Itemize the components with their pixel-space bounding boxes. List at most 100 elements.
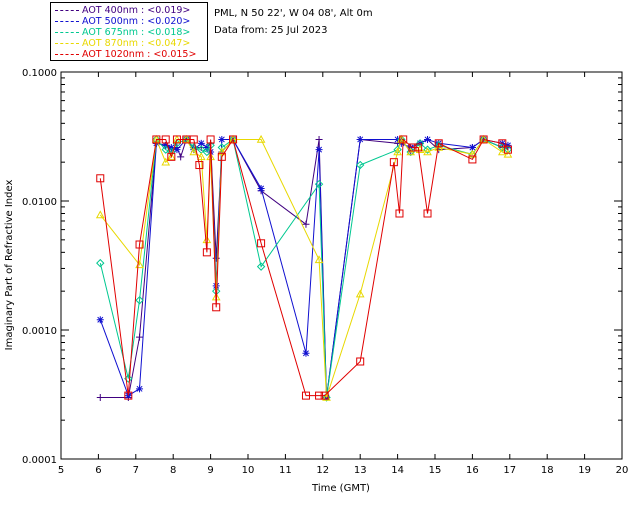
- data-point: [166, 152, 176, 161]
- data-point: [190, 146, 198, 154]
- y-tick-label: 0.0100: [22, 197, 57, 208]
- x-tick-label: 14: [391, 465, 404, 476]
- data-point: [136, 333, 144, 341]
- data-point: [173, 146, 181, 154]
- data-point: [395, 209, 404, 218]
- data-point: [195, 161, 204, 170]
- data-point: [96, 393, 104, 401]
- data-point: [189, 147, 199, 156]
- x-tick-label: 13: [354, 465, 367, 476]
- legend-item-400: AOT 400nm : <0.019>: [55, 5, 190, 16]
- data-point: [206, 135, 215, 144]
- data-point: [217, 152, 226, 161]
- location-text: PML, N 50 22', W 04 08', Alt 0m: [214, 8, 373, 19]
- x-tick-label: 7: [133, 465, 139, 476]
- data-point: [355, 289, 365, 298]
- legend-item-870: AOT 870nm : <0.047>: [55, 38, 190, 49]
- legend-line-500: [55, 21, 79, 22]
- y-tick-label: 0.0010: [22, 326, 57, 337]
- data-point: [322, 393, 331, 402]
- data-point: [96, 258, 105, 268]
- x-tick-label: 10: [242, 465, 255, 476]
- data-point: [167, 143, 175, 151]
- data-point: [423, 147, 432, 156]
- data-point: [161, 145, 170, 154]
- data-point: [96, 174, 105, 183]
- data-point: [162, 141, 170, 149]
- x-tick-label: 18: [541, 465, 554, 476]
- legend-label-675: AOT 675nm : <0.018>: [82, 27, 191, 38]
- x-tick-label: 6: [95, 465, 101, 476]
- x-tick-label: 17: [503, 465, 516, 476]
- plot-area: [60, 71, 623, 460]
- data-point: [408, 143, 417, 152]
- legend-label-1020: AOT 1020nm : <0.015>: [82, 49, 197, 60]
- data-point: [389, 158, 398, 167]
- data-point: [315, 146, 323, 154]
- data-point: [196, 152, 206, 161]
- data-point: [136, 385, 144, 393]
- data-point: [256, 262, 266, 271]
- data-point: [468, 155, 477, 164]
- data-point: [217, 147, 227, 156]
- x-tick-label: 12: [316, 465, 329, 476]
- legend-line-675: [55, 32, 79, 33]
- legend-line-1020: [55, 54, 79, 55]
- x-tick-label: 19: [578, 465, 591, 476]
- data-point: [212, 254, 220, 262]
- data-point: [256, 134, 266, 143]
- legend: AOT 400nm : <0.019> AOT 500nm : <0.020> …: [50, 2, 208, 61]
- series-line: [99, 138, 509, 397]
- data-point: [95, 210, 105, 219]
- legend-item-500: AOT 500nm : <0.020>: [55, 16, 190, 27]
- data-point: [202, 147, 212, 157]
- legend-label-400: AOT 400nm : <0.019>: [82, 5, 191, 16]
- data-point: [229, 135, 238, 144]
- y-axis-label: Imaginary Part of Refractive Index: [4, 180, 15, 351]
- data-point: [356, 357, 365, 366]
- data-point: [177, 153, 185, 161]
- data-point: [228, 134, 238, 143]
- data-point: [217, 143, 227, 152]
- data-point: [96, 316, 104, 324]
- data-point: [320, 391, 329, 400]
- x-tick-label: 8: [170, 465, 176, 476]
- data-point: [257, 239, 266, 248]
- axes: 5 6 7 8 9 10 11 12 13 14 15 16 17 18 19 20 0.0001 0.0010 0…: [22, 68, 628, 476]
- legend-label-870: AOT 870nm : <0.047>: [82, 38, 191, 49]
- data-point: [423, 209, 432, 218]
- date-text: Data from: 25 Jul 2023: [214, 25, 328, 36]
- data-point: [302, 349, 310, 357]
- data-point: [414, 143, 423, 152]
- data-point: [479, 135, 488, 144]
- data-point: [315, 391, 324, 400]
- data-point: [167, 152, 176, 161]
- data-point: [161, 135, 170, 144]
- data-point: [135, 296, 144, 305]
- data-point: [315, 135, 323, 143]
- data-point: [504, 141, 512, 149]
- data-point: [468, 143, 476, 151]
- data-point: [393, 147, 402, 156]
- series-layer: [95, 134, 513, 402]
- legend-line-400: [55, 10, 79, 11]
- legend-item-675: AOT 675nm : <0.018>: [55, 27, 190, 38]
- data-point: [189, 143, 198, 152]
- data-point: [503, 145, 512, 154]
- data-point: [124, 391, 133, 400]
- x-tick-label: 15: [429, 465, 442, 476]
- data-point: [503, 149, 513, 158]
- y-tick-label: 0.0001: [22, 455, 57, 466]
- legend-line-870: [55, 43, 79, 44]
- data-point: [498, 139, 507, 148]
- x-tick-label: 11: [279, 465, 292, 476]
- data-point: [355, 160, 365, 170]
- data-point: [314, 255, 324, 264]
- data-point: [218, 135, 226, 143]
- data-point: [301, 391, 310, 400]
- data-point: [468, 149, 477, 158]
- data-point: [424, 135, 432, 143]
- x-tick-label: 5: [58, 465, 64, 476]
- x-tick-label: 20: [616, 465, 629, 476]
